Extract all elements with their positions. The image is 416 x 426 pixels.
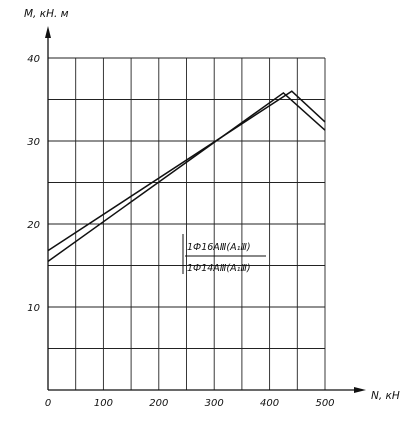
y-tick-label: 10 [27,303,40,314]
x-tick-label: 100 [94,398,113,409]
series-line-1 [47,90,326,252]
y-tick-label: 20 [27,220,40,231]
y-tick-label: 40 [27,54,40,65]
series-line-2 [47,91,326,263]
y-tick-label: 30 [27,137,40,148]
x-tick-label: 500 [315,398,334,409]
x-axis-label: N, кН [371,390,400,402]
x-tick-label: 200 [149,398,168,409]
tick-labels: 0 100 200 300 400 500 10 20 30 40 [27,54,334,409]
legend: 1Ф16АⅢ(А₁Ⅲ) 1Ф14АⅢ(А₁Ⅲ) [182,234,266,274]
x-tick-label: 0 [45,398,51,409]
axes [45,26,366,393]
y-axis-label: M, кН. м [24,8,69,20]
x-tick-label: 300 [205,398,224,409]
x-axis-arrow-icon [354,387,366,393]
y-axis-arrow-icon [45,26,51,38]
x-tick-label: 400 [260,398,279,409]
grid [48,57,326,390]
legend-entry-2: 1Ф14АⅢ(А₁Ⅲ) [187,263,251,274]
series-layer [47,90,326,263]
legend-entry-1: 1Ф16АⅢ(А₁Ⅲ) [187,242,251,253]
